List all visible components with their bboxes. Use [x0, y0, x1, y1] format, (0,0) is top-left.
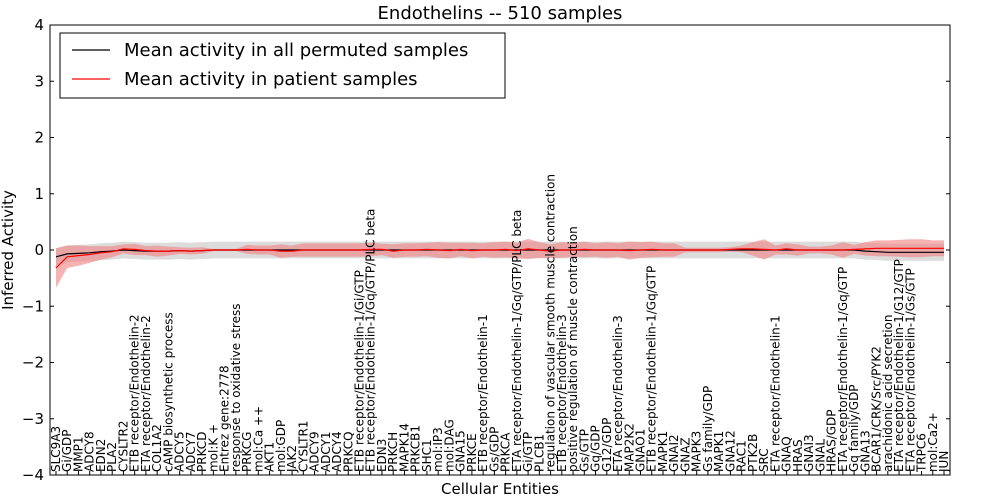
- x-tick-label: PRKCD: [195, 432, 209, 472]
- x-tick-label: PRKCG: [240, 432, 254, 472]
- x-tick-label: PRKCB1: [409, 425, 423, 472]
- x-tick-label: GNA13: [858, 430, 872, 472]
- x-tick-label: ETA receptor/Endothelin-1: [768, 315, 782, 472]
- x-tick-label: PRKCQ: [341, 431, 355, 472]
- x-tick-label: GNAL: [813, 439, 827, 472]
- x-tick-label: mol:DAG: [442, 419, 456, 472]
- x-tick-label: GNAQ: [780, 436, 794, 472]
- x-tick-label: CYSLTR2: [116, 421, 130, 472]
- x-tick-label: MAPK3: [690, 431, 704, 472]
- x-tick-label: PLA2: [105, 442, 119, 472]
- y-tick-label: −2: [22, 354, 44, 372]
- x-tick-label: COL1A2: [150, 424, 164, 472]
- x-tick-label: ETB receptor/Endothelin-3: [555, 314, 569, 472]
- y-tick-label: −3: [22, 410, 44, 428]
- y-tick-label: 1: [34, 185, 44, 203]
- x-tick-label: HRAS: [791, 439, 805, 472]
- x-tick-label: ADCY5: [173, 431, 187, 472]
- x-tick-label: mol:Ca ++: [251, 406, 265, 472]
- x-tick-label: ETA receptor/Endothelin-1/Gs/GTP: [903, 268, 917, 472]
- x-tick-label: ETA receptor/Endothelin-1/G12/GTP: [892, 259, 906, 472]
- x-tick-label: GNAZ: [679, 437, 693, 472]
- x-tick-label: GNAO1: [634, 429, 648, 472]
- x-tick-label: GNA15: [454, 430, 468, 472]
- legend-box: [59, 32, 506, 99]
- x-tick-label: MAPK14: [398, 423, 412, 472]
- x-tick-label: HRAS/GDP: [825, 409, 839, 472]
- legend-entry-label: Mean activity in patient samples: [124, 69, 418, 90]
- x-tick-label: Gs family/GDP: [701, 386, 715, 472]
- y-tick-label: 0: [34, 241, 44, 259]
- x-tick-label: ADCY7: [184, 431, 198, 472]
- y-tick-label: 4: [34, 16, 44, 34]
- y-axis-label: Inferred Activity: [0, 190, 17, 310]
- y-tick-label: 2: [34, 129, 44, 147]
- x-tick-label: ETA receptor/Endothelin-1/Gq/GTP: [836, 267, 850, 472]
- y-tick-label: 3: [34, 72, 44, 90]
- x-tick-label: JAK2: [285, 445, 299, 473]
- x-tick-label: ETB receptor/Endothelin-1: [476, 314, 490, 472]
- x-tick-label: regulation of vascular smooth muscle con…: [544, 174, 558, 472]
- x-axis-label: Cellular Entities: [441, 480, 559, 498]
- x-tick-label: Gi/GTP: [521, 432, 535, 472]
- x-tick-label: SLC9A3: [49, 426, 63, 472]
- x-tick-label: PLCB1: [532, 434, 546, 472]
- x-tick-label: MAPK1: [712, 431, 726, 472]
- x-tick-label: G12/GDP: [600, 418, 614, 472]
- x-tick-label: mol:K +: [206, 424, 220, 472]
- x-tick-label: PTK2B: [746, 434, 760, 472]
- x-tick-label: MAP2K2: [622, 423, 636, 472]
- x-tick-label: GNAI3: [802, 434, 816, 472]
- x-tick-label: ETA receptor/Endothelin-2: [139, 315, 153, 472]
- x-tick-label: PRKCE: [465, 433, 479, 472]
- x-tick-label: Gs/GTP: [577, 429, 591, 472]
- x-tick-label: AKT1: [263, 442, 277, 472]
- x-tick-label: SRC: [757, 448, 771, 472]
- x-tick-label: TRPC6: [915, 433, 929, 473]
- x-tick-label: Gi/GDP: [60, 430, 74, 472]
- x-tick-label: JUN: [937, 451, 951, 473]
- x-tick-label: arachidonic acid secretion: [881, 315, 895, 472]
- x-tick-label: Gq/GDP: [589, 425, 603, 472]
- x-tick-label: ETA receptor/Endothelin-3: [611, 315, 625, 472]
- x-tick-label: ADCY1: [319, 431, 333, 472]
- x-tick-label: ADCY8: [83, 431, 97, 472]
- x-tick-label: ETA receptor/Endothelin-1/Gq/GTP/PLC bet…: [510, 210, 524, 472]
- x-tick-label: ETB receptor/Endothelin-2: [128, 314, 142, 472]
- x-tick-label: positive regulation of muscle contractio…: [566, 226, 580, 472]
- x-tick-label: PRKCA: [499, 432, 513, 472]
- x-tick-label: Entrez gene:2778: [218, 365, 232, 472]
- x-tick-label: mol:GDP: [274, 420, 288, 472]
- x-tick-label: mol:IP3: [431, 427, 445, 472]
- legend-entry-label: Mean activity in all permuted samples: [124, 40, 468, 61]
- y-tick-label: −1: [22, 297, 44, 315]
- x-tick-label: GNA12: [723, 430, 737, 472]
- x-tick-label: RAC1: [735, 440, 749, 472]
- x-tick-label: ETB receptor/Endothelin-1/Gq/GTP: [645, 266, 659, 472]
- x-tick-label: EDN3: [375, 439, 389, 472]
- x-tick-label: CYSLTR1: [296, 421, 310, 472]
- x-tick-label: ETB receptor/Endothelin-1/Gq/GTP/PLC bet…: [364, 209, 378, 472]
- chart-title: Endothelins -- 510 samples: [378, 3, 623, 24]
- x-tick-label: cAMP biosynthetic process: [161, 312, 175, 472]
- x-tick-label: mol:Ca2+: [926, 412, 940, 472]
- x-tick-label: PRKCH: [386, 432, 400, 472]
- x-tick-label: Gs/GDP: [487, 427, 501, 472]
- x-tick-label: EDN2: [94, 439, 108, 472]
- x-tick-label: Gq family/GDP: [847, 384, 861, 472]
- x-tick-label: MAPK1: [656, 431, 670, 472]
- x-tick-label: SHC1: [420, 439, 434, 472]
- x-tick-label: BCAR1/CRK/Src/PYK2: [870, 346, 884, 472]
- x-tick-label: ETB receptor/Endothelin-1/Gi/GTP: [353, 270, 367, 472]
- x-tick-label: MMP1: [72, 436, 86, 472]
- x-tick-label: ADCY9: [308, 431, 322, 472]
- y-tick-label: −4: [22, 466, 44, 484]
- x-tick-label: GNAI2: [667, 434, 681, 472]
- x-tick-label: ADCY4: [330, 431, 344, 472]
- x-tick-label: response to oxidative stress: [229, 304, 243, 472]
- patient-mean-line: [55, 247, 944, 269]
